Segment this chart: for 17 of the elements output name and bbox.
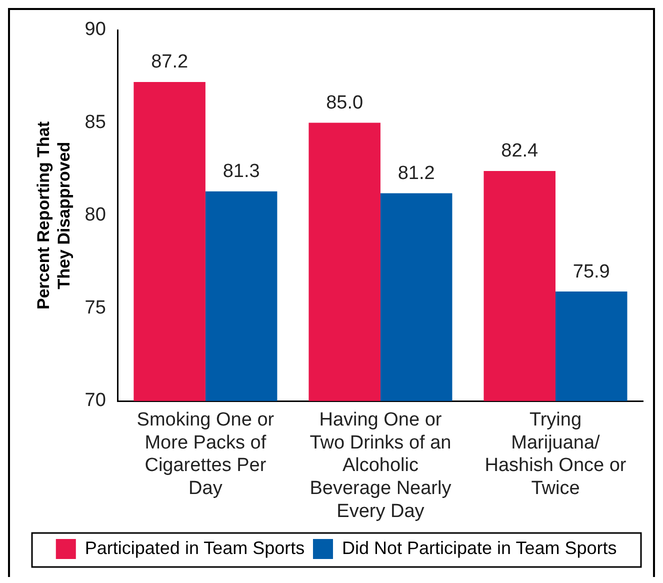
y-tick-label: 75 bbox=[84, 297, 106, 318]
x-tick-label: Trying Marijuana/ Hashish Once or Twice bbox=[484, 410, 627, 500]
data-label: 85.0 bbox=[326, 92, 364, 114]
y-tick-label: 90 bbox=[84, 19, 106, 40]
data-label: 82.4 bbox=[501, 140, 539, 162]
data-label: 81.3 bbox=[222, 161, 260, 182]
data-label: 75.9 bbox=[572, 261, 610, 282]
y-tick-label: 85 bbox=[84, 112, 106, 133]
x-tick-label: Having One or Two Drinks of an Alcoholic Beverage Nearly Every Day bbox=[310, 410, 452, 522]
x-tick-label: Smoking One or More Packs of Cigarettes Per Day bbox=[136, 410, 275, 500]
legend-label: Did Not Participate in Team Sports bbox=[342, 538, 617, 558]
data-label: 87.2 bbox=[151, 52, 188, 73]
data-label: 81.2 bbox=[398, 162, 435, 184]
y-axis-title: Percent Reporting That They Disapproved bbox=[34, 121, 74, 310]
y-tick-label: 70 bbox=[84, 390, 106, 412]
y-tick-label: 80 bbox=[84, 204, 106, 226]
legend-label: Participated in Team Sports bbox=[84, 538, 305, 558]
